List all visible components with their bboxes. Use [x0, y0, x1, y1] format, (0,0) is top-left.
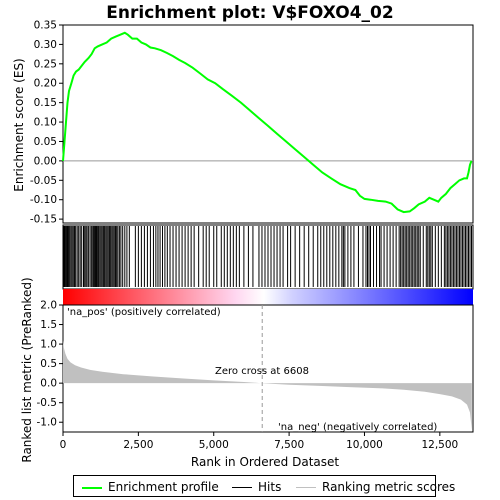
x-tick-label: 10,000	[346, 439, 383, 451]
x-tick-label: 12,500	[421, 439, 458, 451]
es-ytick-label: 0.05	[34, 136, 57, 148]
enrichment-profile-line	[62, 31, 473, 214]
x-tick-label: 2,500	[123, 439, 153, 451]
legend: Enrichment profile Hits Ranking metric s…	[73, 475, 455, 497]
legend-swatch-ranking-metric-scores	[296, 487, 316, 488]
metric-ytick-label: 0.0	[40, 378, 57, 390]
es-ytick-label: 0.00	[34, 155, 57, 167]
es-ytick-label: 0.20	[34, 78, 57, 90]
legend-label-hits: Hits	[258, 480, 282, 494]
x-axis-label: Rank in Ordered Dataset	[191, 455, 339, 469]
positive-correlation-label: 'na_pos' (positively correlated)	[67, 307, 221, 318]
metric-ytick-label: 1.5	[40, 319, 57, 331]
metric-ytick-label: 1.0	[40, 339, 57, 351]
legend-swatch-enrichment-profile	[82, 487, 102, 489]
es-ytick-label: 0.35	[34, 20, 57, 32]
metric-axis-label: Ranked list metric (PreRanked)	[20, 277, 34, 462]
x-tick-label: 7,500	[274, 439, 304, 451]
zero-cross-label: Zero cross at 6608	[215, 366, 309, 377]
metric-ytick-label: -0.5	[37, 397, 58, 409]
es-ytick-label: -0.15	[30, 214, 57, 226]
es-panel-frame	[62, 24, 474, 224]
es-ytick-label: 0.25	[34, 58, 57, 70]
x-tick-label: 0	[60, 439, 67, 451]
metric-ytick-label: 0.5	[40, 358, 57, 370]
es-axis-label: Enrichment score (ES)	[12, 58, 26, 191]
ranking-color-bar	[63, 289, 473, 305]
legend-label-ranking-metric-scores: Ranking metric scores	[322, 480, 456, 494]
chart-title: Enrichment plot: V$FOXO4_02	[106, 3, 393, 23]
metric-ytick-label: 2.0	[40, 300, 57, 312]
x-tick-label: 5,000	[199, 439, 229, 451]
ranking-metric-area	[63, 340, 472, 430]
negative-correlation-label: 'na_neg' (negatively correlated)	[278, 422, 437, 433]
es-ytick-label: 0.15	[34, 97, 57, 109]
es-ytick-label: 0.30	[34, 39, 57, 51]
es-ytick-label: 0.10	[34, 117, 57, 129]
legend-swatch-hits	[232, 487, 252, 488]
legend-label-enrichment-profile: Enrichment profile	[108, 480, 219, 494]
es-ytick-label: -0.05	[30, 175, 57, 187]
metric-ytick-label: -1.0	[37, 417, 58, 429]
es-ytick-label: -0.10	[30, 194, 57, 206]
